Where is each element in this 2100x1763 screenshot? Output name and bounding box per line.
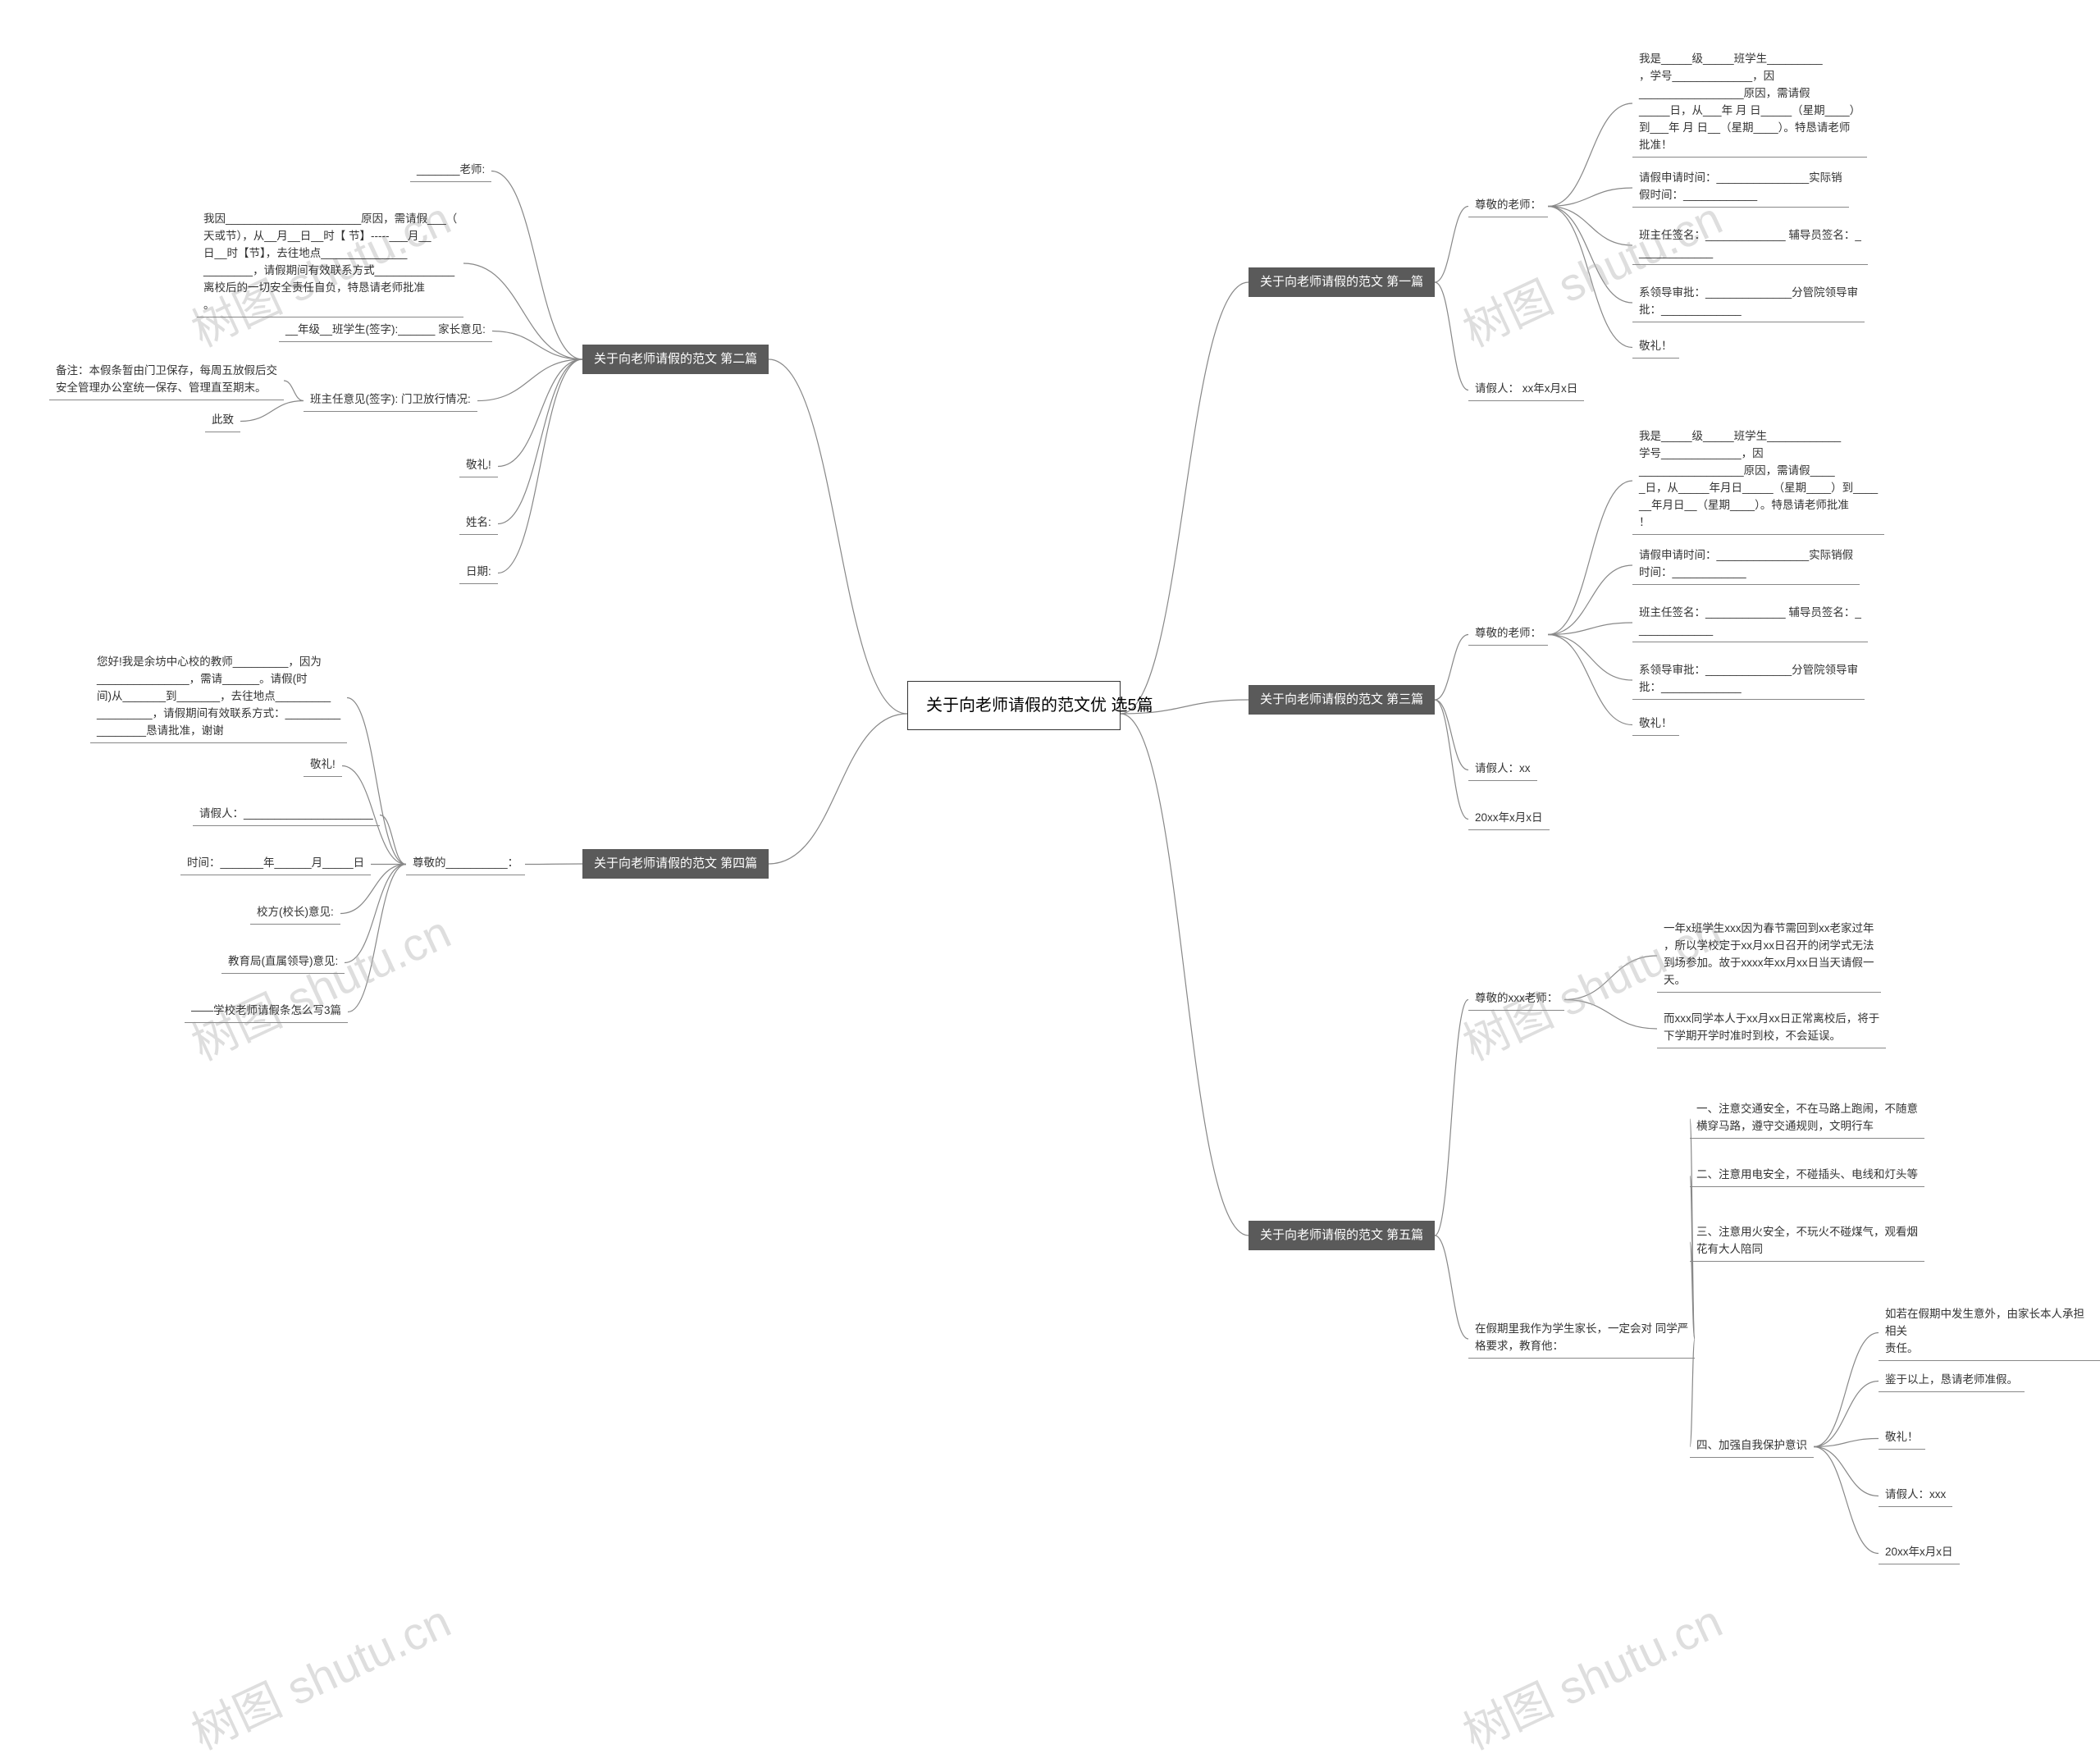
leaf-node: 日期: xyxy=(459,562,498,584)
leaf-node: 一、注意交通安全，不在马路上跑闹，不随意 横穿马路，遵守交通规则，文明行车 xyxy=(1690,1099,1924,1139)
leaf-node: _______老师: xyxy=(410,160,491,182)
leaf-node: 我是_____级_____班学生_________ ，学号___________… xyxy=(1632,49,1867,158)
leaf-node: 二、注意用电安全，不碰插头、电线和灯头等 xyxy=(1690,1165,1924,1187)
leaf-node: 如若在假期中发生意外，由家长本人承担相关 责任。 xyxy=(1879,1304,2100,1361)
leaf-node: 系领导审批：______________分管院领导审 批：___________… xyxy=(1632,660,1865,700)
leaf-node: 备注：本假条暂由门卫保存，每周五放假后交 安全管理办公室统一保存、管理直至期末。 xyxy=(49,361,284,400)
branch-node: 关于向老师请假的范文 第三篇 xyxy=(1249,685,1435,715)
branch-node: 关于向老师请假的范文 第五篇 xyxy=(1249,1221,1435,1250)
leaf-node: 时间：_______年______月_____日 xyxy=(180,853,371,875)
leaf-node: 20xx年x月x日 xyxy=(1879,1542,1960,1564)
center-node: 关于向老师请假的范文优 选5篇 xyxy=(907,681,1121,730)
leaf-node: 我是_____级_____班学生____________ 学号_________… xyxy=(1632,427,1884,535)
leaf-node: __年级__班学生(签字):______ 家长意见: xyxy=(279,320,492,342)
watermark: 树图 shutu.cn xyxy=(1451,1585,1732,1763)
branch-node: 关于向老师请假的范文 第二篇 xyxy=(582,345,769,374)
leaf-node: ——学校老师请假条怎么写3篇 xyxy=(185,1001,348,1023)
branch-node: 关于向老师请假的范文 第四篇 xyxy=(582,849,769,879)
leaf-node: 请假申请时间：_______________实际销 假时间：__________… xyxy=(1632,168,1849,208)
leaf-node: 尊敬的xxx老师： xyxy=(1468,989,1564,1011)
leaf-node: 敬礼！ xyxy=(1632,714,1679,736)
leaf-node: 敬礼！ xyxy=(1632,336,1679,359)
leaf-node: 尊敬的__________： xyxy=(406,853,525,875)
leaf-node: 四、加强自我保护意识 xyxy=(1690,1436,1814,1458)
leaf-node: 校方(校长)意见: xyxy=(250,902,340,925)
leaf-node: 请假申请时间：_______________实际销假 时间：__________… xyxy=(1632,546,1860,585)
branch-node: 关于向老师请假的范文 第一篇 xyxy=(1249,267,1435,297)
leaf-node: 敬礼! xyxy=(304,755,342,777)
leaf-node: 此致 xyxy=(205,410,240,432)
watermark: 树图 shutu.cn xyxy=(180,1585,460,1763)
leaf-node: 敬礼! xyxy=(459,455,498,477)
leaf-node: 请假人：xx xyxy=(1468,759,1537,781)
leaf-node: 班主任签名：_____________ 辅导员签名：_ ____________ xyxy=(1632,603,1868,642)
leaf-node: 而xxx同学本人于xx月xx日正常离校后，将于 下学期开学时准时到校，不会延误。 xyxy=(1657,1009,1886,1048)
leaf-node: 我因______________________原因，需请假___（ 天或节），… xyxy=(197,209,463,317)
leaf-node: 班主任签名：_____________ 辅导员签名：_ ____________ xyxy=(1632,226,1868,265)
leaf-node: 20xx年x月x日 xyxy=(1468,808,1550,830)
leaf-node: 请假人：xxx xyxy=(1879,1485,1952,1507)
leaf-node: 尊敬的老师： xyxy=(1468,195,1548,217)
leaf-node: 姓名: xyxy=(459,513,498,535)
leaf-node: 请假人：_____________________ xyxy=(193,804,380,826)
leaf-node: 系领导审批：______________分管院领导审 批：___________… xyxy=(1632,283,1865,322)
leaf-node: 在假期里我作为学生家长，一定会对 同学严 格要求，教育他： xyxy=(1468,1319,1695,1359)
leaf-node: 教育局(直属领导)意见: xyxy=(221,952,345,974)
leaf-node: 一年x班学生xxx因为春节需回到xx老家过年 ，所以学校定于xx月xx日召开的闭… xyxy=(1657,919,1881,993)
leaf-node: 尊敬的老师： xyxy=(1468,623,1548,646)
leaf-node: 三、注意用火安全，不玩火不碰煤气，观看烟 花有大人陪同 xyxy=(1690,1222,1924,1262)
leaf-node: 鉴于以上，恳请老师准假。 xyxy=(1879,1370,2025,1392)
leaf-node: 班主任意见(签字): 门卫放行情况: xyxy=(304,390,477,412)
leaf-node: 敬礼！ xyxy=(1879,1427,1925,1450)
leaf-node: 请假人： xx年x月x日 xyxy=(1468,379,1584,401)
leaf-node: 您好!我是余坊中心校的教师_________，因为 ______________… xyxy=(90,652,347,743)
